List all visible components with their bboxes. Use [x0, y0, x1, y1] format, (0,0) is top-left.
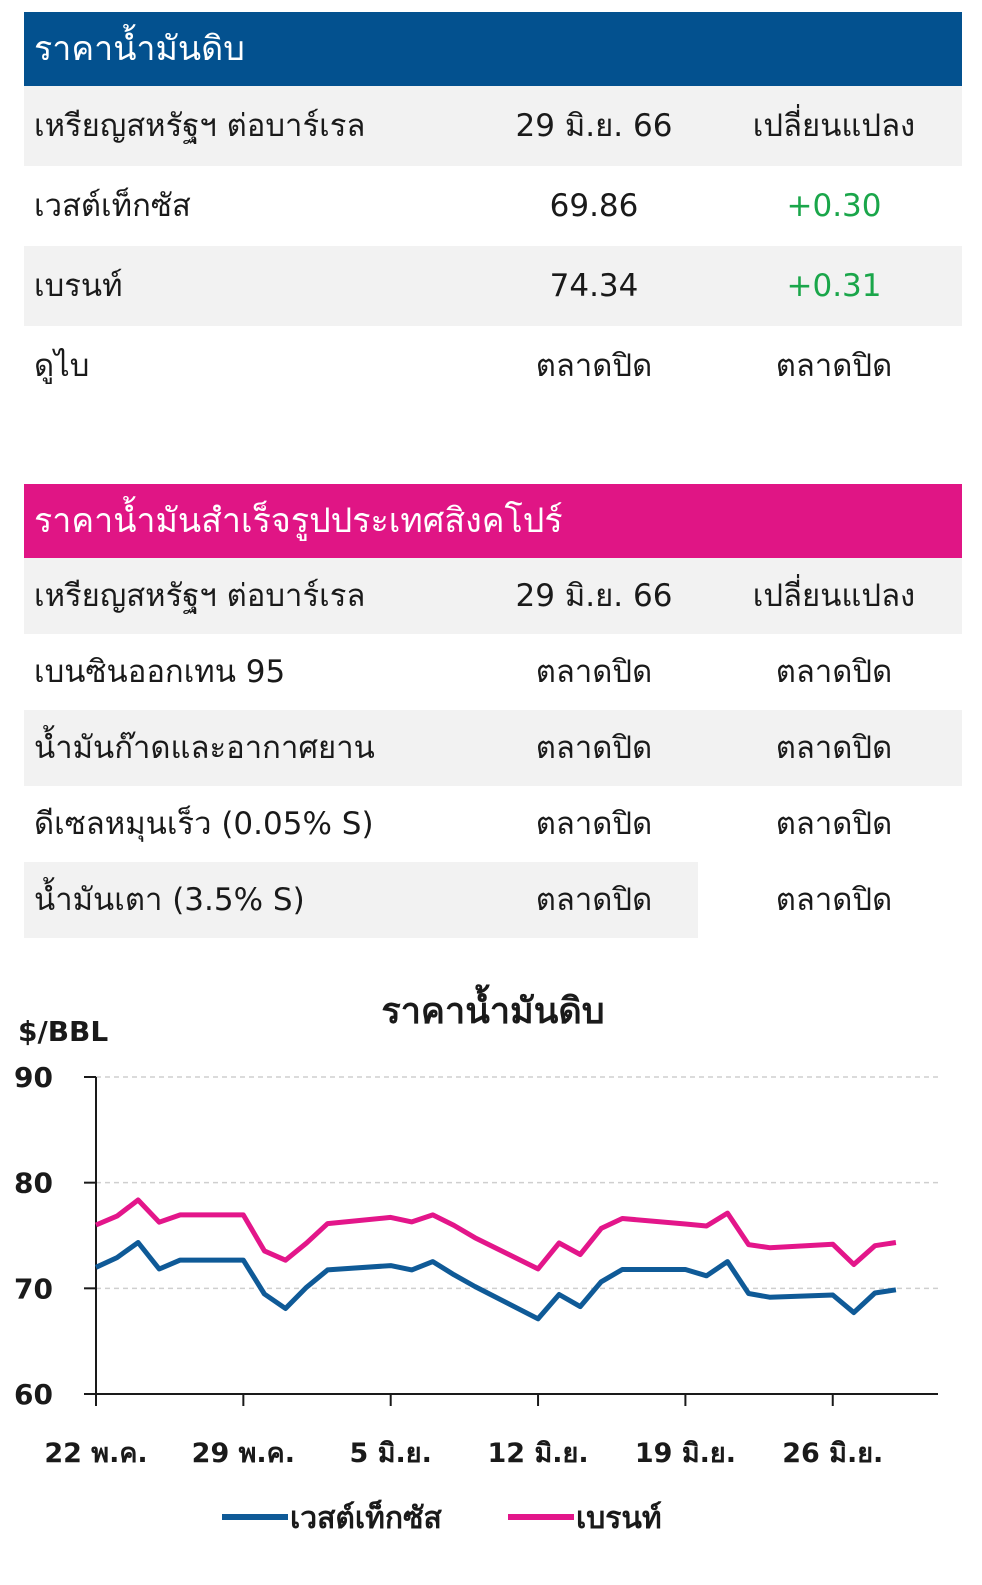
row-name: ดีเซลหมุนเร็ว (0.05% S) [34, 806, 374, 842]
legend-label-wti: เวสต์เท็กซัส [290, 1499, 442, 1536]
y-axis-label: $/BBL [18, 1015, 108, 1048]
y-tick-label: 90 [14, 1061, 53, 1094]
table-row: เบรนท์ 74.34 +0.31 [24, 246, 962, 326]
table-row: ดูไบ ตลาดปิด ตลาดปิด [24, 326, 962, 406]
row-change: ตลาดปิด [775, 806, 893, 842]
unit-header: เหรียญสหรัฐฯ ต่อบาร์เรล [34, 108, 366, 144]
crude-oil-header-row: เหรียญสหรัฐฯ ต่อบาร์เรล 29 มิ.ย. 66 เปลี… [24, 86, 962, 166]
chart-title: ราคาน้ำมันดิบ [381, 984, 604, 1032]
change-header: เปลี่ยนแปลง [752, 108, 916, 144]
table-row: เวสต์เท็กซัส 69.86 +0.30 [24, 166, 962, 246]
row-value: ตลาดปิด [535, 730, 653, 766]
row-change: +0.30 [786, 188, 882, 224]
y-tick-label: 70 [14, 1272, 53, 1305]
row-value: 69.86 [549, 188, 639, 224]
table-row: ดีเซลหมุนเร็ว (0.05% S) ตลาดปิด ตลาดปิด [24, 786, 962, 862]
table-row: น้ำมันก๊าดและอากาศยาน ตลาดปิด ตลาดปิด [24, 710, 962, 786]
row-shading [24, 862, 698, 938]
x-tick-label: 22 พ.ค. [44, 1438, 147, 1469]
row-change: ตลาดปิด [775, 654, 893, 690]
row-value: 74.34 [549, 268, 639, 304]
y-tick-label: 80 [14, 1167, 53, 1200]
x-tick-label: 26 มิ.ย. [782, 1438, 883, 1469]
crude-oil-price-chart: ราคาน้ำมันดิบ $/BBL 90 80 70 60 22 พ.ค. 29 พ… [14, 984, 938, 1536]
date-header: 29 มิ.ย. 66 [515, 578, 673, 614]
y-axis-ticks: 90 80 70 60 [14, 1061, 96, 1411]
table-row: น้ำมันเตา (3.5% S) ตลาดปิด ตลาดปิด [24, 862, 962, 938]
refined-oil-table: ราคาน้ำมันสำเร็จรูปประเทศสิงคโปร์ เหรียญ… [24, 484, 962, 938]
row-name: น้ำมันก๊าดและอากาศยาน [34, 730, 375, 766]
brent-series-line [95, 1197, 897, 1272]
table-row: เบนซินออกเทน 95 ตลาดปิด ตลาดปิด [24, 634, 962, 710]
x-tick-label: 5 มิ.ย. [350, 1438, 432, 1469]
refined-oil-header-row: เหรียญสหรัฐฯ ต่อบาร์เรล 29 มิ.ย. 66 เปลี… [24, 558, 962, 634]
unit-header: เหรียญสหรัฐฯ ต่อบาร์เรล [34, 578, 366, 614]
refined-oil-title: ราคาน้ำมันสำเร็จรูปประเทศสิงคโปร์ [24, 484, 962, 558]
x-tick-label: 29 พ.ค. [192, 1438, 295, 1469]
row-change: ตลาดปิด [775, 348, 893, 384]
y-tick-label: 60 [14, 1378, 53, 1411]
crude-oil-title: ราคาน้ำมันดิบ [24, 12, 962, 86]
x-tick-label: 19 มิ.ย. [635, 1438, 736, 1469]
series-lines [94, 1197, 897, 1322]
date-header: 29 มิ.ย. 66 [515, 108, 673, 144]
row-value: ตลาดปิด [535, 882, 653, 918]
crude-oil-table: ราคาน้ำมันดิบ เหรียญสหรัฐฯ ต่อบาร์เรล 29… [24, 12, 962, 406]
row-change: +0.31 [786, 268, 882, 304]
row-value: ตลาดปิด [535, 348, 653, 384]
x-tick-label: 12 มิ.ย. [487, 1438, 588, 1469]
row-name: เบนซินออกเทน 95 [34, 654, 286, 690]
row-change: ตลาดปิด [775, 730, 893, 766]
wti-series-line [94, 1240, 897, 1322]
row-value: ตลาดปิด [535, 806, 653, 842]
row-name: น้ำมันเตา (3.5% S) [34, 882, 305, 918]
row-name: เวสต์เท็กซัส [34, 188, 191, 224]
legend-label-brent: เบรนท์ [576, 1501, 662, 1536]
legend: เวสต์เท็กซัส เบรนท์ [222, 1499, 662, 1536]
change-header: เปลี่ยนแปลง [752, 578, 916, 614]
row-change: ตลาดปิด [775, 882, 893, 918]
x-axis-ticks: 22 พ.ค. 29 พ.ค. 5 มิ.ย. 12 มิ.ย. 19 มิ.ย. 26 … [44, 1394, 883, 1469]
row-name: ดูไบ [34, 348, 90, 384]
row-name: เบรนท์ [34, 268, 123, 304]
row-value: ตลาดปิด [535, 654, 653, 690]
